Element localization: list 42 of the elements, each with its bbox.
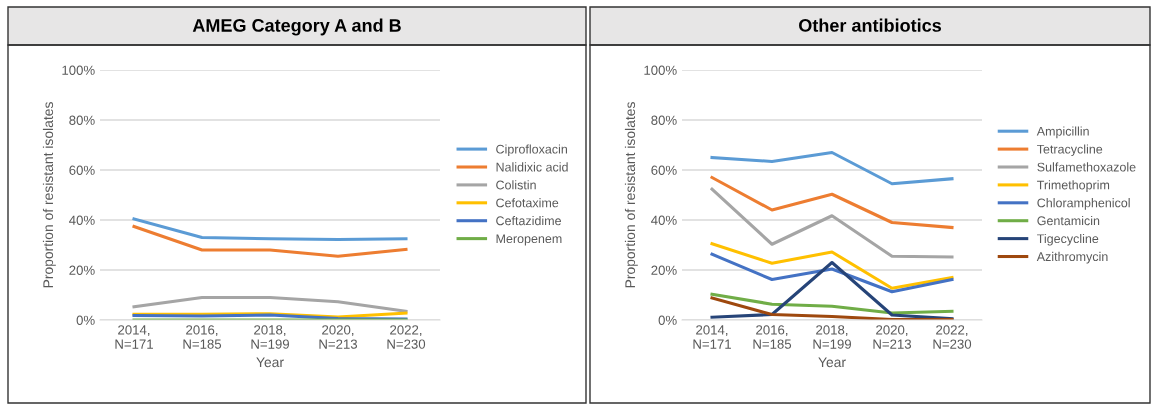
x-axis-title: Year: [256, 357, 284, 368]
chart-title: AMEG Category A and B: [192, 18, 401, 36]
x-axis-title: Year: [818, 357, 846, 368]
legend-label: Ceftazidime: [496, 216, 561, 226]
y-tick-label: 80%: [651, 115, 677, 125]
legend-label: Ampicillin: [1036, 126, 1089, 139]
y-tick-label: 60%: [69, 165, 95, 175]
x-tick-label: 2022, N=230: [387, 325, 426, 349]
legend-label: Ciprofloxacin: [496, 144, 567, 157]
legend-label: Gentamicin: [1037, 216, 1100, 226]
y-tick-label: 80%: [69, 115, 95, 125]
x-tick-label: 2020, N=213: [873, 325, 912, 349]
legend-label: Colistin: [496, 180, 536, 190]
legend-label: Sulfamethoxazole: [1037, 162, 1136, 172]
y-tick-label: 20%: [651, 265, 677, 275]
x-tick-label: 2016, N=185: [183, 325, 222, 349]
legend-label: Azithromycin: [1036, 251, 1108, 264]
legend-label: Cefotaxime: [496, 198, 559, 208]
legend-label: Tigecycline: [1037, 233, 1099, 246]
y-tick-label: 60%: [651, 165, 677, 175]
y-tick-label: 0%: [658, 315, 677, 325]
y-tick-label: 40%: [69, 215, 95, 225]
x-tick-label: 2022, N=230: [933, 325, 972, 349]
x-tick-label: 2018, N=199: [251, 325, 289, 349]
y-axis-title: Proportion of resistant isolates: [42, 102, 56, 288]
y-tick-label: 20%: [69, 265, 95, 275]
legend-label: Trimethoprim: [1037, 180, 1110, 192]
chart-title: Other antibiotics: [799, 18, 941, 32]
y-axis-title: Proportion of resistant isolates: [624, 102, 638, 288]
x-tick-label: 2018, N=199: [813, 325, 851, 349]
x-tick-label: 2014, N=171: [693, 325, 731, 349]
x-tick-label: 2020, N=213: [319, 325, 358, 349]
y-tick-label: 40%: [651, 215, 677, 225]
legend-label: Chloramphenicol: [1037, 198, 1130, 210]
legend-label: Meropenem: [496, 234, 562, 246]
legend-label: Tetracycline: [1037, 144, 1103, 157]
x-tick-label: 2014, N=171: [115, 325, 153, 349]
y-tick-label: 100%: [62, 65, 95, 75]
y-tick-label: 100%: [644, 65, 677, 75]
x-tick-label: 2016, N=185: [753, 325, 792, 349]
legend-label: Nalidixic acid: [496, 162, 568, 172]
y-tick-label: 0%: [76, 315, 95, 325]
